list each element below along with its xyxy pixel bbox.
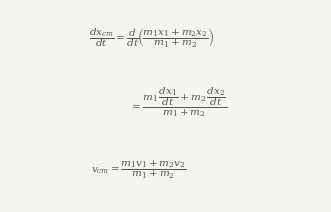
Text: $v_{cm} = \dfrac{m_1v_1 + m_2v_2}{m_1 + m_2}$: $v_{cm} = \dfrac{m_1v_1 + m_2v_2}{m_1 + … [91,159,187,181]
Text: $= \dfrac{m_1\,\dfrac{dx_1}{dt} + m_2\,\dfrac{dx_2}{dt}}{m_1 + m_2}$: $= \dfrac{m_1\,\dfrac{dx_1}{dt} + m_2\,\… [130,85,227,119]
Text: $\dfrac{dx_{cm}}{dt} = \dfrac{d}{dt}\!\left(\dfrac{m_1x_1 + m_2x_2}{m_1 + m_2}\r: $\dfrac{dx_{cm}}{dt} = \dfrac{d}{dt}\!\l… [89,26,215,50]
